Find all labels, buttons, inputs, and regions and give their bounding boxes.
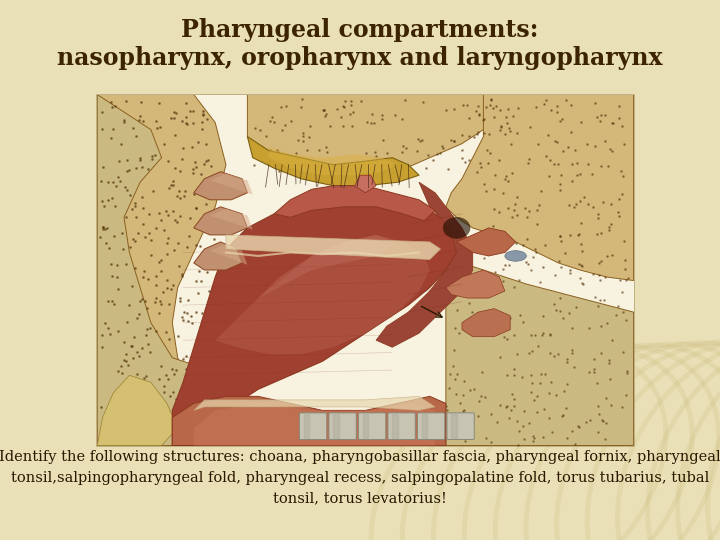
Polygon shape: [274, 186, 435, 221]
Ellipse shape: [505, 251, 526, 261]
Polygon shape: [97, 94, 231, 445]
Polygon shape: [355, 175, 376, 193]
Polygon shape: [248, 94, 516, 179]
Polygon shape: [462, 308, 510, 337]
FancyBboxPatch shape: [329, 413, 356, 440]
Polygon shape: [194, 403, 435, 446]
FancyBboxPatch shape: [418, 413, 445, 440]
Polygon shape: [446, 94, 634, 280]
FancyBboxPatch shape: [447, 413, 474, 440]
Polygon shape: [97, 94, 634, 445]
Polygon shape: [194, 396, 435, 410]
FancyBboxPatch shape: [388, 413, 415, 440]
Polygon shape: [210, 173, 253, 194]
Polygon shape: [210, 208, 253, 230]
Polygon shape: [258, 235, 397, 298]
Polygon shape: [248, 137, 419, 186]
Polygon shape: [194, 172, 248, 200]
Polygon shape: [172, 396, 446, 446]
Polygon shape: [172, 193, 456, 446]
Polygon shape: [226, 235, 441, 260]
Polygon shape: [97, 375, 178, 445]
Text: nasopharynx, oropharynx and laryngopharynx: nasopharynx, oropharynx and laryngophary…: [57, 46, 663, 70]
Polygon shape: [269, 147, 397, 175]
FancyBboxPatch shape: [300, 413, 327, 440]
Bar: [97, 94, 634, 445]
Polygon shape: [210, 244, 248, 265]
Polygon shape: [446, 252, 634, 446]
Polygon shape: [97, 94, 248, 445]
Polygon shape: [215, 235, 430, 354]
Polygon shape: [376, 183, 473, 347]
Polygon shape: [194, 242, 242, 270]
Polygon shape: [194, 207, 248, 235]
Text: Identify the following structures: choana, pharyngobasillar fascia, pharyngeal f: Identify the following structures: choan…: [0, 450, 720, 505]
Text: Pharyngeal compartments:: Pharyngeal compartments:: [181, 18, 539, 42]
Polygon shape: [446, 270, 505, 298]
Polygon shape: [456, 228, 516, 256]
Ellipse shape: [444, 217, 470, 238]
FancyBboxPatch shape: [359, 413, 386, 440]
